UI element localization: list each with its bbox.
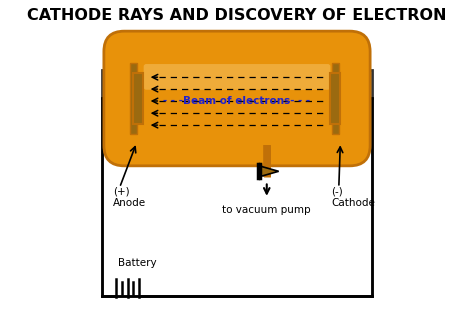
Text: Battery: Battery <box>118 258 156 268</box>
FancyBboxPatch shape <box>104 31 370 166</box>
Text: to vacuum pump: to vacuum pump <box>222 205 311 215</box>
FancyBboxPatch shape <box>130 63 137 134</box>
FancyBboxPatch shape <box>102 70 372 296</box>
Polygon shape <box>261 167 279 176</box>
Text: (+)
Anode: (+) Anode <box>113 186 146 208</box>
FancyBboxPatch shape <box>332 63 339 134</box>
Text: CATHODE RAYS AND DISCOVERY OF ELECTRON: CATHODE RAYS AND DISCOVERY OF ELECTRON <box>27 8 447 23</box>
Text: - - -Beam of electrons- - -: - - -Beam of electrons- - - <box>164 96 310 106</box>
Text: (-)
Cathode: (-) Cathode <box>331 186 375 208</box>
FancyBboxPatch shape <box>133 73 143 124</box>
FancyBboxPatch shape <box>144 64 330 90</box>
FancyBboxPatch shape <box>330 73 340 124</box>
